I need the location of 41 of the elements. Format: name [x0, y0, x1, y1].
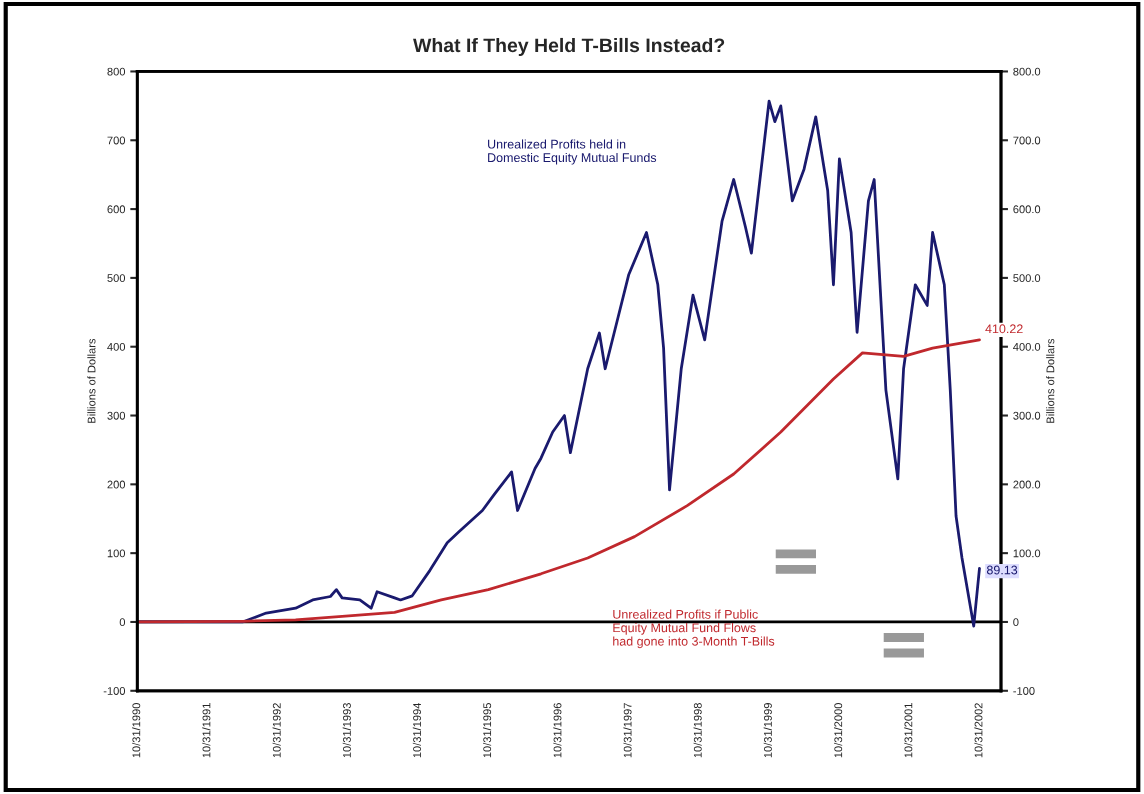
x-tick-label: 10/31/2001: [904, 703, 913, 758]
y2-tick-label: 700.0: [1013, 136, 1041, 145]
y2-tick-label: 500.0: [1013, 274, 1041, 283]
x-tick-label: 10/31/1994: [412, 702, 421, 758]
y2-tick-label: -100: [1013, 687, 1035, 695]
y2-tick-label: 300.0: [1013, 411, 1041, 420]
y2-tick-label: 0: [1013, 618, 1019, 627]
y2-tick-label: 200.0: [1013, 480, 1041, 489]
y-tick-label: 800: [107, 67, 126, 76]
y-tick-label: 100: [107, 549, 126, 558]
x-tick-label: 10/31/1993: [342, 703, 351, 758]
y-tick-label: 200: [107, 480, 126, 489]
x-tick-label: 10/31/1992: [272, 703, 281, 758]
y2-tick-label: 800.0: [1013, 67, 1041, 76]
x-tick-label: 10/31/1996: [553, 703, 562, 758]
x-tick-label: 10/31/1997: [623, 703, 632, 758]
y-axis-title: Billions of Dollars: [87, 338, 96, 423]
x-tick-label: 10/31/2002: [974, 703, 983, 758]
x-tick-label: 10/31/1991: [202, 703, 211, 758]
annotation: 410.22: [985, 324, 1023, 334]
y-tick-label: 700: [107, 136, 126, 145]
x-tick-label: 10/31/1990: [132, 703, 141, 758]
y-tick-label: 300: [107, 411, 126, 420]
chart-title: What If They Held T-Bills Instead?: [413, 37, 725, 57]
y-tick-label: -100: [103, 687, 126, 695]
y2-tick-label: 100.0: [1013, 549, 1041, 558]
y2-tick-label: 400.0: [1013, 342, 1041, 351]
y2-axis-title: Billions of Dollars: [1046, 338, 1055, 423]
y-tick-label: 500: [107, 274, 126, 283]
y-tick-label: 600: [107, 205, 126, 214]
y2-tick-label: 600.0: [1013, 205, 1041, 214]
y-tick-label: 0: [119, 618, 126, 627]
x-tick-label: 10/31/1995: [482, 703, 492, 758]
annotation: 89.13: [986, 565, 1018, 575]
annotation: Unrealized Profits held in Domestic Equity Mutual Funds: [488, 139, 657, 165]
x-tick-label: 10/31/1998: [693, 703, 702, 758]
annotation: Unrealized Profits if Public Equity Mutual Fund Flows had gone into 3-Month T-Bills: [613, 609, 775, 649]
x-tick-label: 10/31/1999: [763, 703, 772, 758]
x-tick-label: 10/31/2000: [834, 703, 843, 758]
line-series: [137, 338, 981, 624]
y-tick-label: 400: [107, 342, 126, 351]
